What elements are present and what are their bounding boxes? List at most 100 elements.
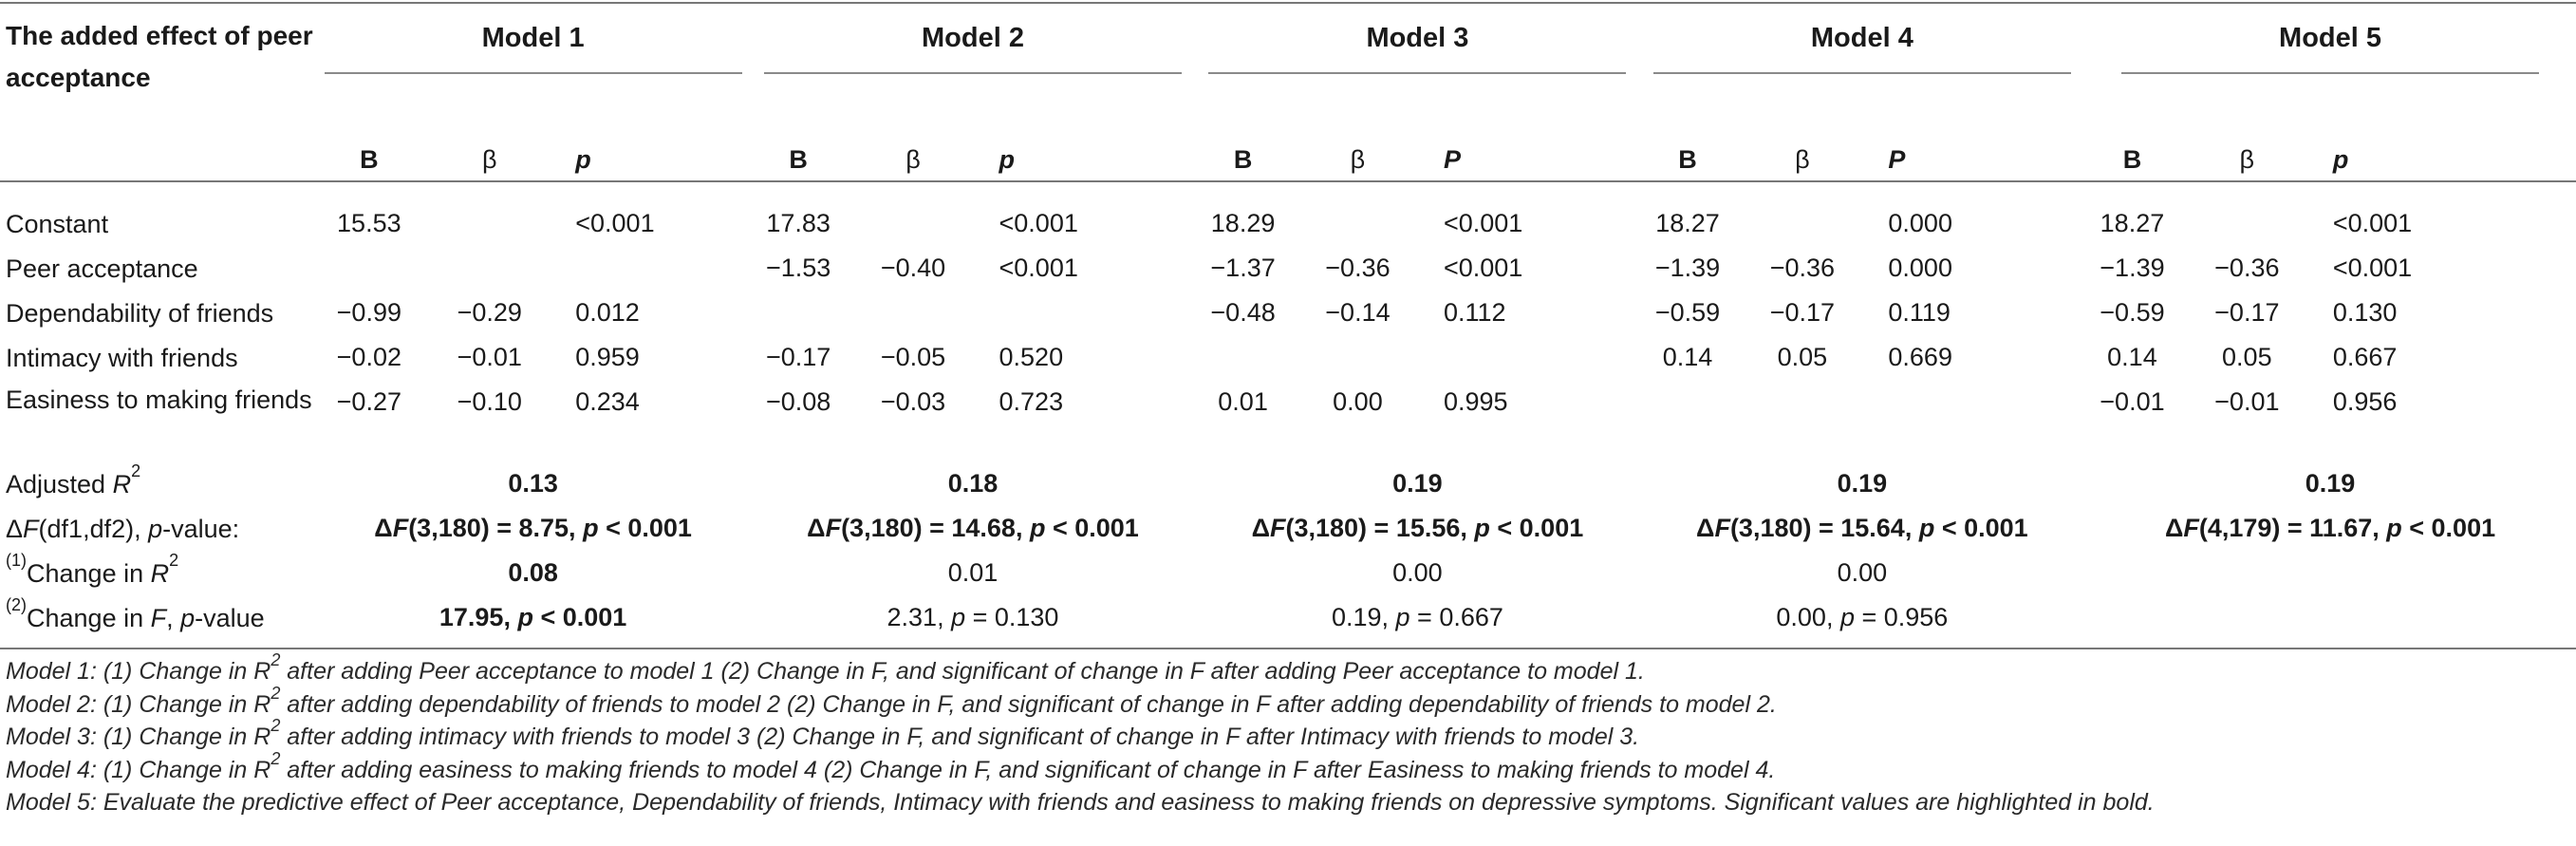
stat-text: = 0.956 [1854,603,1949,631]
table-cell: 0.723 [999,387,1064,416]
subcolumn-header: B [360,144,379,174]
table-cell [1869,380,2084,461]
label-text: Δ [6,514,24,543]
table-footnotes: Model 1: (1) Change in R2 after adding P… [6,651,2155,819]
label-text: -value [195,603,265,632]
model-header: Model 5 [2084,0,2576,118]
summary-cell: 0.08 [508,558,558,587]
table-cell: 0.959 [575,343,640,371]
table-cell: −1.39 [1654,254,1721,282]
table-cell: 18.29 [1210,209,1276,237]
summary-cell: ΔF(4,179) = 11.67, p < 0.001 [2084,506,2576,551]
footnote-text: Model 3: (1) Change in R [6,724,271,750]
subcolumn-header: β [1350,144,1366,174]
footnote-text: after adding easiness to making friends … [280,756,1776,783]
table-cell: −0.36 [1325,254,1391,282]
table-cell [1735,201,1869,246]
table-cell: −0.99 [336,298,401,327]
stat-var: p [517,603,533,631]
table-cell: 0.234 [575,387,640,416]
table-cell [2180,201,2314,246]
table-cell: −0.36 [2214,254,2280,282]
stat-text: 0.00, [1776,603,1840,631]
label-var: F [23,514,39,543]
summary-cell: ΔF(3,180) = 15.56, p < 0.001 [1195,506,1639,551]
table-cell [847,291,980,335]
table-cell [980,291,1196,335]
subcolumn-header: β [2239,144,2255,174]
summary-cell: 0.19 [2305,469,2356,498]
stat-var: p [1395,603,1410,631]
model-title: Model 2 [763,23,1182,74]
summary-cell: 0.13 [508,469,558,498]
table-cell: −0.01 [457,343,522,371]
summary-cell: 0.00 [1392,558,1443,587]
table-cell: 0.14 [2107,343,2157,371]
summary-cell: 0.19, p = 0.667 [1195,595,1639,640]
table-cell: −1.53 [765,254,831,282]
table-cell: −0.17 [765,343,831,371]
stat-text: < 0.001 [2401,514,2496,542]
model-header: Model 2 [751,0,1195,118]
table-cell: 0.14 [1662,343,1713,371]
footnote-line: Model 1: (1) Change in R2 after adding P… [6,651,2155,688]
row-label: Adjusted R2 [0,461,315,506]
subcolumn-header: P [1888,144,1906,174]
model-header: Model 3 [1195,0,1639,118]
table-cell [1291,335,1425,380]
subcolumn-header: p [999,144,1016,174]
stat-var: p [1474,514,1490,542]
subcolumn-header: β [481,144,497,174]
table-cell: −0.17 [1769,298,1836,327]
summary-row-change-f: (2)Change in F, p-value 17.95, p < 0.001 2… [0,595,2576,640]
label-text: Change in [27,603,151,632]
footnote-sup: 2 [271,748,281,768]
table-cell: 0.119 [1888,298,1951,327]
table-cell [1195,335,1291,380]
summary-cell: 0.19 [1837,469,1888,498]
table-cell: 0.012 [575,298,640,327]
stat-var: F [825,514,842,542]
row-label: Intimacy with friends [6,343,238,372]
summary-cell: 2.31, p = 0.130 [751,595,1195,640]
summary-cell: ΔF(3,180) = 15.64, p < 0.001 [1640,506,2084,551]
footnote-text: Model 4: (1) Change in R [6,756,271,783]
table-cell: −1.39 [2100,254,2165,282]
label-var: F [150,603,167,632]
table-cell: <0.001 [575,209,655,237]
table-cell: 0.667 [2332,343,2398,371]
table-cell [1735,380,1869,461]
table-cell: −0.05 [880,343,946,371]
stat-text: Δ [2164,514,2184,542]
table-cell [422,201,556,246]
summary-row-adjusted-r2: Adjusted R2 0.13 0.18 0.19 0.19 0.19 [0,461,2576,506]
table-cell: −0.36 [1769,254,1836,282]
summary-cell: ΔF(3,180) = 8.75, p < 0.001 [315,506,750,551]
table-cell: 18.27 [1655,209,1720,237]
table-cell: <0.001 [2332,254,2413,282]
footnote-text: Model 5: Evaluate the predictive effect … [6,789,2155,816]
table-cell: 0.000 [1888,254,1952,282]
table-cell: −0.29 [457,298,522,327]
table-cell: <0.001 [1443,209,1523,237]
stat-var: F [1714,514,1730,542]
stat-text: (3,180) = 15.64, [1729,514,1919,542]
table-cell: <0.001 [999,209,1078,237]
corner-label: The added effect of peer acceptance [6,21,313,92]
table-cell: −0.40 [880,254,946,282]
footnote-text: after adding dependability of friends to… [280,690,1777,718]
table-cell [1291,201,1425,246]
row-label: ΔF(df1,df2), p-value: [0,506,315,551]
table-cell: 0.520 [999,343,1064,371]
label-var: R [112,469,132,498]
table-cell: 0.669 [1888,343,1952,371]
subcolumn-header: B [2122,144,2142,174]
model-title: Model 3 [1208,23,1627,74]
table-cell: 0.01 [1218,387,1268,416]
stat-var: p [1029,514,1046,542]
label-var: p [180,603,196,632]
table-cell: 0.995 [1443,387,1508,416]
model-title: Model 4 [1652,23,2071,74]
label-sup: (2) [6,594,27,614]
table-cell: −0.48 [1210,298,1276,327]
